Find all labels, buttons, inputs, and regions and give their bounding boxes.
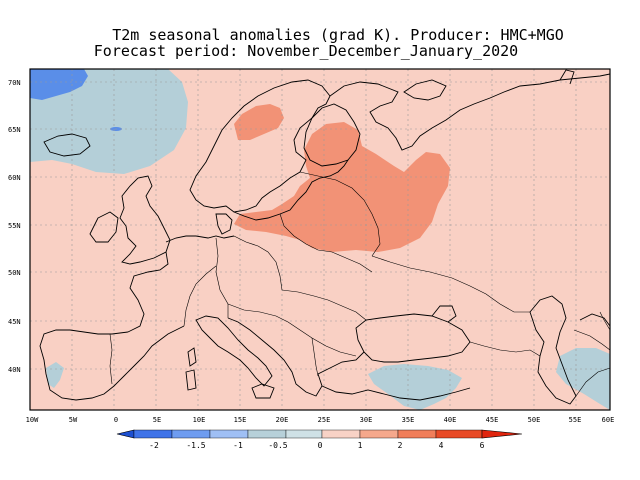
colorbar-label: 4: [439, 441, 444, 450]
lat-label: 40N: [8, 366, 21, 374]
lon-label: 5W: [69, 416, 78, 424]
lon-label: 35E: [402, 416, 415, 424]
colorbar-segment: [285, 429, 323, 439]
colorbar-segment: [359, 429, 399, 439]
lon-label: 60E: [602, 416, 615, 424]
colorbar-label: -1: [233, 441, 243, 450]
coastlines: [39, 69, 611, 405]
lat-label: 50N: [8, 269, 21, 277]
colorbar-label: -1.5: [186, 441, 205, 450]
cool-anomaly-turkey: [368, 364, 462, 410]
lat-label: 70N: [8, 79, 21, 87]
colorbar-segment: [435, 429, 483, 439]
lon-label: 25E: [318, 416, 331, 424]
longitude-labels: 10W 5W 0 5E 10E 15E 20E 25E 30E 35E 40E …: [26, 416, 615, 424]
cool-anomaly-central-asia: [556, 348, 610, 410]
lon-label: 15E: [234, 416, 247, 424]
colorbar-label: 0: [318, 441, 323, 450]
lat-label: 45N: [8, 318, 21, 326]
colorbar-label: 2: [398, 441, 403, 450]
map-frame: [29, 68, 611, 411]
colorbar-segment: [209, 429, 249, 439]
lon-label: 10E: [193, 416, 206, 424]
lon-label: 40E: [444, 416, 457, 424]
colorbar-segment: [247, 429, 287, 439]
warm-anomaly-east-europe: [234, 122, 450, 252]
colorbar-arrow-left: [116, 429, 135, 439]
colorbar: [116, 429, 523, 439]
country-borders: [109, 171, 611, 397]
warm-anomaly-scandinavia: [234, 104, 284, 140]
colorbar-label: 1: [358, 441, 363, 450]
latitude-labels: 70N 65N 60N 55N 50N 45N 40N: [8, 79, 21, 374]
lat-label: 65N: [8, 126, 21, 134]
colorbar-label: 6: [480, 441, 485, 450]
lon-label: 5E: [153, 416, 161, 424]
lon-label: 0: [114, 416, 118, 424]
forecast-period: Forecast period: November_December_Janua…: [93, 42, 519, 60]
lon-label: 45E: [486, 416, 499, 424]
colorbar-segment: [171, 429, 211, 439]
colorbar-segment: [321, 429, 361, 439]
map-title: T2m seasonal anomalies (grad K). Produce…: [112, 26, 564, 44]
graticule: [30, 69, 610, 410]
lon-label: 55E: [569, 416, 582, 424]
cool-anomaly-atlantic: [30, 69, 188, 174]
cool-anomaly-iberia: [46, 362, 64, 388]
colorbar-label: -2: [149, 441, 159, 450]
lon-label: 20E: [276, 416, 289, 424]
lon-label: 10W: [26, 416, 39, 424]
colorbar-segment: [133, 429, 173, 439]
lon-label: 30E: [360, 416, 373, 424]
colorbar-arrow-right: [481, 429, 523, 439]
cold-anomaly-atlantic: [30, 69, 88, 100]
colorbar-segment: [397, 429, 437, 439]
colorbar-label: -0.5: [268, 441, 287, 450]
lon-label: 50E: [528, 416, 541, 424]
colorbar-labels: -2 -1.5 -1 -0.5 0 1 2 4 6: [149, 441, 484, 450]
lat-label: 60N: [8, 174, 21, 182]
lat-label: 55N: [8, 222, 21, 230]
